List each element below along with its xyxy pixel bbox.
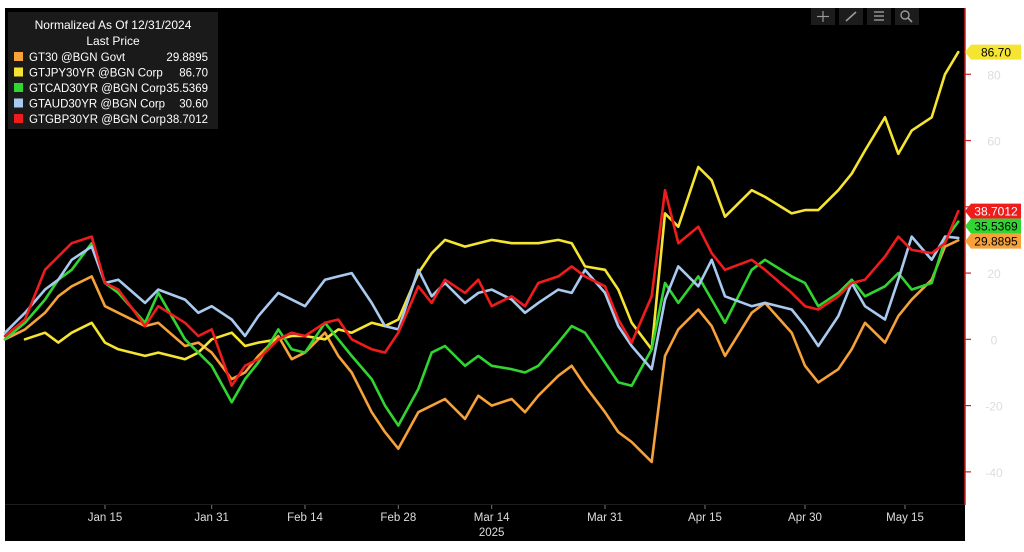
legend-entry-name: GTJPY30YR @BGN Corp: [29, 68, 163, 80]
legend-swatch: [14, 52, 23, 61]
pencil-icon[interactable]: [839, 8, 863, 25]
legend-entry-name: GTAUD30YR @BGN Corp: [29, 99, 165, 111]
legend: Normalized As Of 12/31/2024 Last Price G…: [8, 12, 218, 129]
chart-toolbar: [811, 8, 919, 25]
legend-entry-name: GTCAD30YR @BGN Corp: [29, 83, 166, 95]
legend-entry-value: 29.8895: [166, 52, 208, 64]
legend-swatch: [14, 114, 23, 123]
crosshair-icon[interactable]: [811, 8, 835, 25]
legend-swatch: [14, 83, 23, 92]
last-value-tag-label: 86.70: [981, 46, 1011, 60]
x-tick-label: May 15: [886, 512, 924, 524]
legend-entry-value: 86.70: [179, 68, 208, 80]
legend-background: [8, 12, 218, 129]
x-tick-label: Feb 14: [287, 512, 323, 524]
x-year-label: 2025: [479, 527, 505, 539]
x-axis-band: [5, 505, 965, 541]
x-tick-label: Mar 31: [587, 512, 623, 524]
x-tick-label: Apr 30: [788, 512, 822, 524]
x-tick-label: Mar 14: [474, 512, 510, 524]
last-value-tag: [965, 218, 1021, 234]
list-icon[interactable]: [867, 8, 891, 25]
y-tick-label: 20: [987, 267, 1001, 281]
legend-entry-value: 30.60: [179, 99, 208, 111]
legend-subtitle: Last Price: [86, 34, 140, 48]
legend-entry-value: 35.5369: [166, 83, 208, 95]
last-value-tag: [965, 44, 1021, 60]
legend-entry-name: GT30 @BGN Govt: [29, 52, 126, 64]
series-line-5: [3, 188, 960, 388]
legend-swatch: [14, 98, 23, 108]
y-tick-label: 0: [991, 333, 998, 347]
y-tick-label: 80: [987, 68, 1001, 82]
legend-entry-value: 38.7012: [166, 114, 208, 126]
series-line-2: [23, 50, 960, 361]
legend-title: Normalized As Of 12/31/2024: [35, 18, 192, 32]
series-line-1: [3, 239, 960, 464]
x-tick-label: Apr 15: [688, 512, 722, 524]
x-tick-label: Feb 28: [380, 512, 416, 524]
x-tick-label: Jan 31: [194, 512, 229, 524]
last-value-tag-label: 29.8895: [974, 235, 1018, 249]
y-tick-label: 60: [987, 135, 1001, 149]
y-tick-label: -20: [985, 400, 1003, 414]
last-value-tag-label: 35.5369: [974, 220, 1018, 234]
last-value-tag: [965, 233, 1021, 249]
series-layer: [3, 50, 960, 464]
legend-swatch: [14, 67, 23, 77]
last-value-tag: [965, 203, 1021, 219]
x-tick-label: Jan 15: [88, 512, 123, 524]
series-line-3: [3, 220, 960, 427]
last-value-tag-label: 38.7012: [974, 205, 1018, 219]
zoom-icon[interactable]: [895, 8, 919, 25]
legend-entry-name: GTGBP30YR @BGN Corp: [29, 114, 166, 126]
y-tick-label: -40: [985, 466, 1003, 480]
